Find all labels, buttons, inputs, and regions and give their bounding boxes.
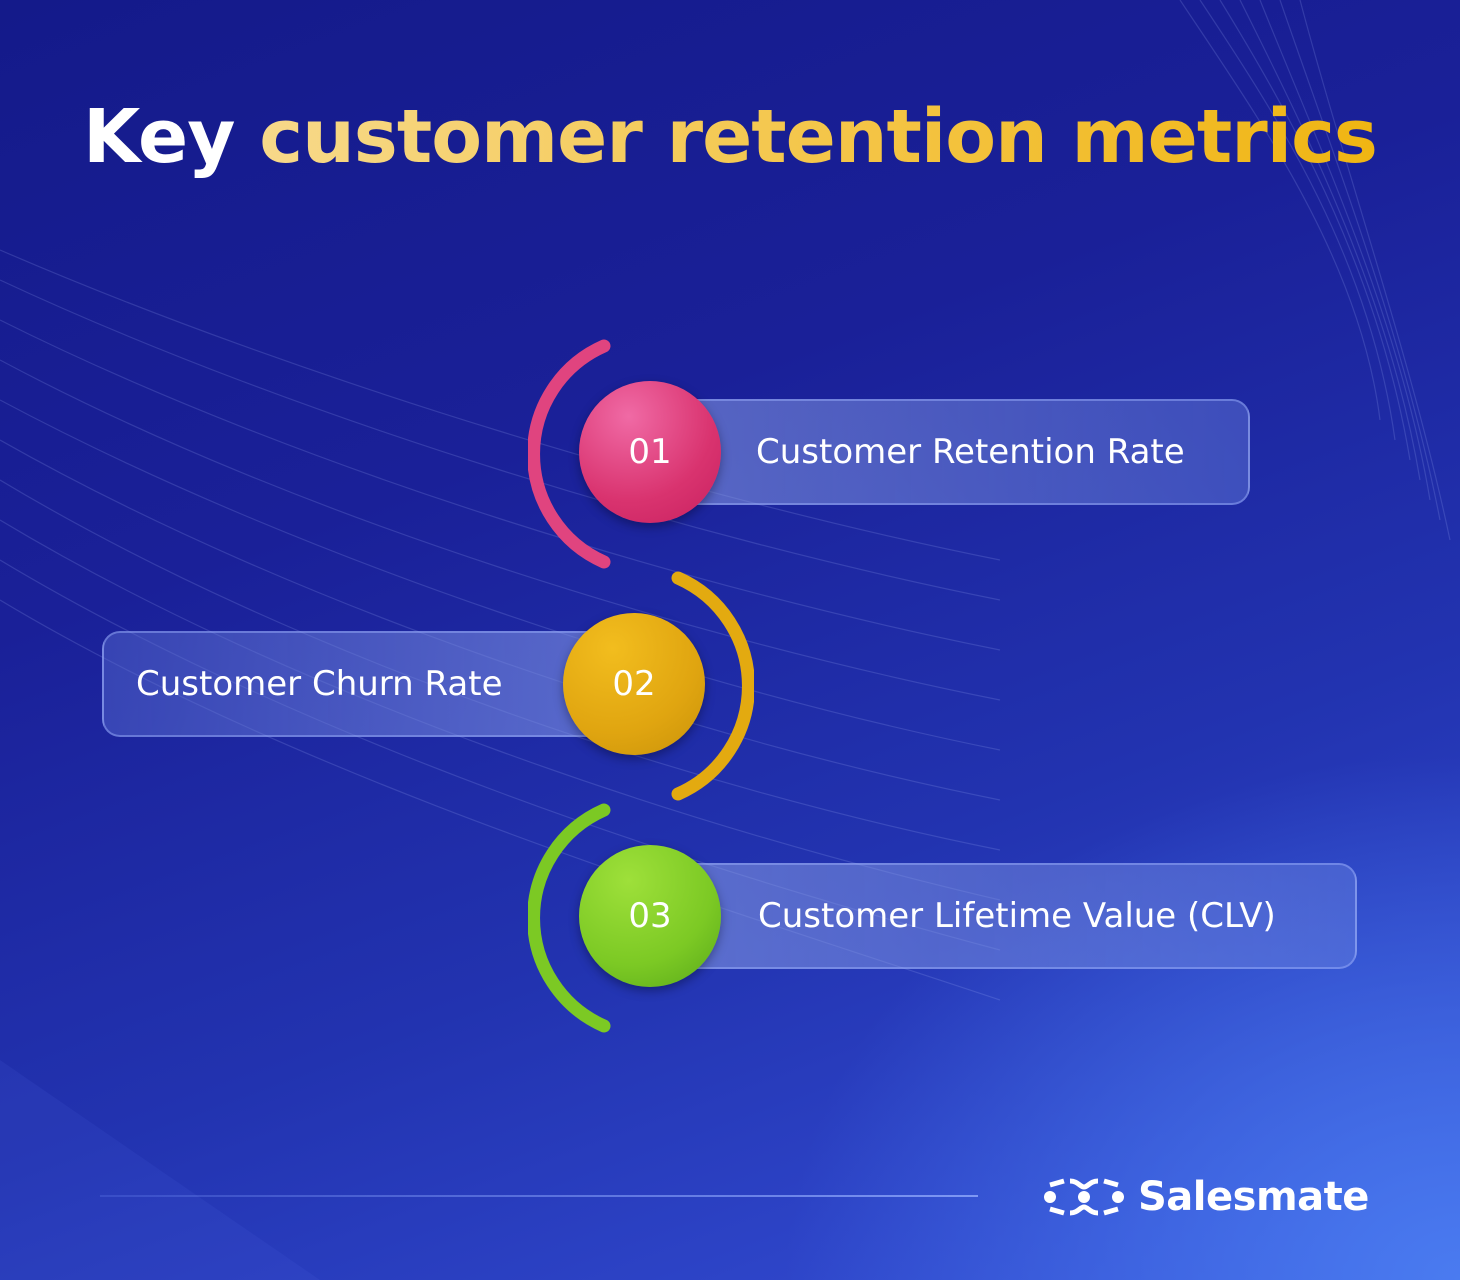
- metric-number: 03: [628, 896, 672, 936]
- metric-label: Customer Churn Rate: [136, 664, 503, 704]
- pink-arc-icon: [528, 339, 611, 569]
- footer-divider: [100, 1195, 978, 1197]
- brand-name: Salesmate: [1138, 1174, 1369, 1220]
- salesmate-logo-icon: [1044, 1178, 1124, 1216]
- metric-label: Customer Lifetime Value (CLV): [758, 896, 1276, 936]
- brand-logo: Salesmate: [1042, 1172, 1369, 1222]
- yellow-arc-icon: [671, 571, 754, 801]
- page-title: Key customer retention metrics: [0, 100, 1460, 174]
- metric-pill-lifetime-value: Customer Lifetime Value (CLV): [650, 863, 1357, 969]
- title-white-part: Key: [83, 94, 235, 180]
- metric-pill-churn-rate: Customer Churn Rate: [102, 631, 622, 737]
- metric-pill-retention-rate: Customer Retention Rate: [650, 399, 1250, 505]
- metric-number: 02: [612, 664, 656, 704]
- metric-number-badge: 03: [579, 845, 721, 987]
- green-arc-icon: [528, 803, 611, 1033]
- metric-number-badge: 02: [563, 613, 705, 755]
- metric-number: 01: [628, 432, 672, 472]
- metric-number-badge: 01: [579, 381, 721, 523]
- metric-label: Customer Retention Rate: [756, 432, 1185, 472]
- title-highlight-part: customer retention metrics: [259, 94, 1378, 180]
